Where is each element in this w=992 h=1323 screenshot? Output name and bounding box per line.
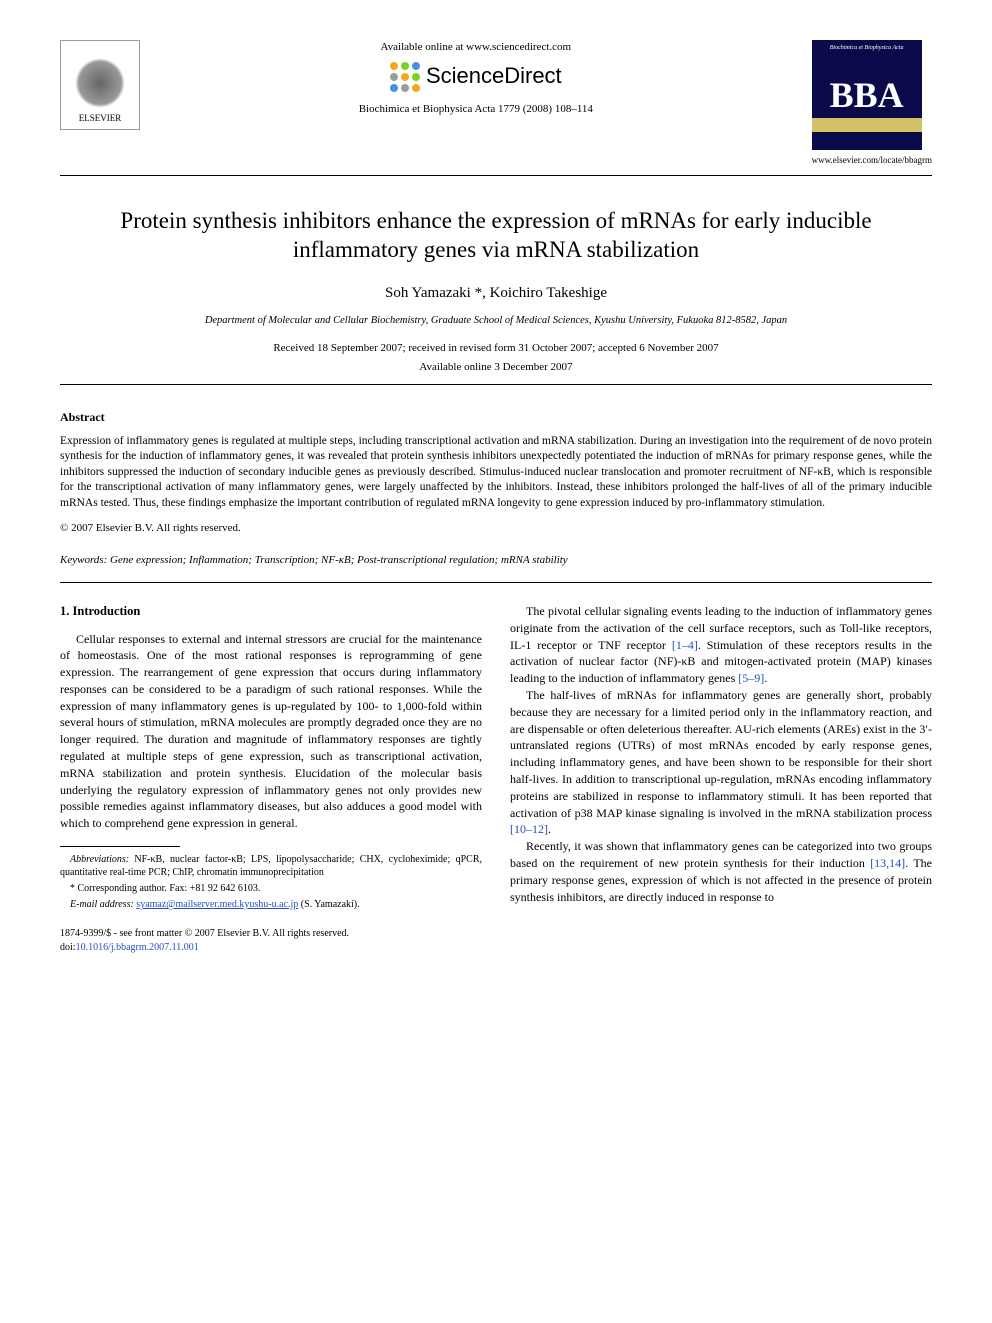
ref-link-5-9[interactable]: [5–9] bbox=[738, 671, 764, 685]
bba-logo: Biochimica et Biophysica Acta BBA bbox=[812, 40, 922, 150]
journal-reference: Biochimica et Biophysica Acta 1779 (2008… bbox=[160, 102, 792, 117]
body-columns: 1. Introduction Cellular responses to ex… bbox=[60, 603, 932, 911]
ref-link-13-14[interactable]: [13,14] bbox=[870, 856, 905, 870]
footnote-corresponding: * Corresponding author. Fax: +81 92 642 … bbox=[60, 882, 482, 895]
abstract-copyright: © 2007 Elsevier B.V. All rights reserved… bbox=[60, 521, 932, 536]
sciencedirect-logo: ScienceDirect bbox=[160, 61, 792, 92]
dates-online: Available online 3 December 2007 bbox=[60, 360, 932, 375]
issn-line: 1874-9399/$ - see front matter © 2007 El… bbox=[60, 927, 932, 941]
bba-logo-block: Biochimica et Biophysica Acta BBA www.el… bbox=[812, 40, 932, 167]
email-label: E-mail address: bbox=[70, 899, 134, 910]
keywords-label: Keywords: bbox=[60, 554, 107, 566]
footnote-email: E-mail address: syamaz@mailserver.med.ky… bbox=[60, 898, 482, 911]
abbrev-label: Abbreviations: bbox=[70, 854, 129, 865]
elsevier-tree-icon bbox=[75, 58, 125, 108]
center-header: Available online at www.sciencedirect.co… bbox=[140, 40, 812, 118]
dates-received: Received 18 September 2007; received in … bbox=[60, 341, 932, 356]
email-link[interactable]: syamaz@mailserver.med.kyushu-u.ac.jp bbox=[136, 899, 298, 910]
intro-p2: The pivotal cellular signaling events le… bbox=[510, 603, 932, 687]
authors: Soh Yamazaki *, Koichiro Takeshige bbox=[60, 283, 932, 304]
affiliation: Department of Molecular and Cellular Bio… bbox=[60, 314, 932, 329]
footnote-rule bbox=[60, 846, 180, 847]
bba-top-text: Biochimica et Biophysica Acta bbox=[830, 44, 904, 52]
abstract-text: Expression of inflammatory genes is regu… bbox=[60, 434, 932, 512]
p3-b: . bbox=[548, 822, 551, 836]
keywords-text: Gene expression; Inflammation; Transcrip… bbox=[110, 554, 568, 566]
p2-c: . bbox=[764, 671, 767, 685]
sciencedirect-text: ScienceDirect bbox=[426, 61, 562, 92]
ref-link-10-12[interactable]: [10–12] bbox=[510, 822, 548, 836]
mid-rule-1 bbox=[60, 384, 932, 385]
elsevier-logo: ELSEVIER bbox=[60, 40, 140, 130]
intro-p4: Recently, it was shown that inflammatory… bbox=[510, 838, 932, 905]
keywords-line: Keywords: Gene expression; Inflammation;… bbox=[60, 553, 932, 568]
elsevier-label: ELSEVIER bbox=[79, 112, 122, 125]
p4-a: Recently, it was shown that inflammatory… bbox=[510, 839, 932, 870]
doi-label: doi: bbox=[60, 942, 76, 953]
footnote-abbreviations: Abbreviations: NF-κB, nuclear factor-κB;… bbox=[60, 853, 482, 879]
email-suffix: (S. Yamazaki). bbox=[301, 899, 360, 910]
mid-rule-2 bbox=[60, 582, 932, 583]
abstract-heading: Abstract bbox=[60, 409, 932, 426]
intro-heading: 1. Introduction bbox=[60, 603, 482, 621]
doi-link[interactable]: 10.1016/j.bbagrm.2007.11.001 bbox=[76, 942, 199, 953]
available-online-text: Available online at www.sciencedirect.co… bbox=[160, 40, 792, 55]
bba-main-text: BBA bbox=[830, 70, 904, 120]
intro-p1: Cellular responses to external and inter… bbox=[60, 631, 482, 833]
top-rule bbox=[60, 175, 932, 176]
bba-strip bbox=[812, 118, 922, 132]
ref-link-1-4[interactable]: [1–4] bbox=[672, 638, 698, 652]
article-title: Protein synthesis inhibitors enhance the… bbox=[100, 206, 892, 266]
footnotes: Abbreviations: NF-κB, nuclear factor-κB;… bbox=[60, 853, 482, 911]
doi-line: doi:10.1016/j.bbagrm.2007.11.001 bbox=[60, 941, 932, 955]
abstract-section: Abstract Expression of inflammatory gene… bbox=[60, 409, 932, 537]
header-row: ELSEVIER Available online at www.science… bbox=[60, 40, 932, 167]
bba-url: www.elsevier.com/locate/bbagrm bbox=[812, 154, 932, 167]
p3-a: The half-lives of mRNAs for inflammatory… bbox=[510, 688, 932, 820]
sciencedirect-dots-icon bbox=[390, 62, 420, 92]
intro-p3: The half-lives of mRNAs for inflammatory… bbox=[510, 687, 932, 838]
